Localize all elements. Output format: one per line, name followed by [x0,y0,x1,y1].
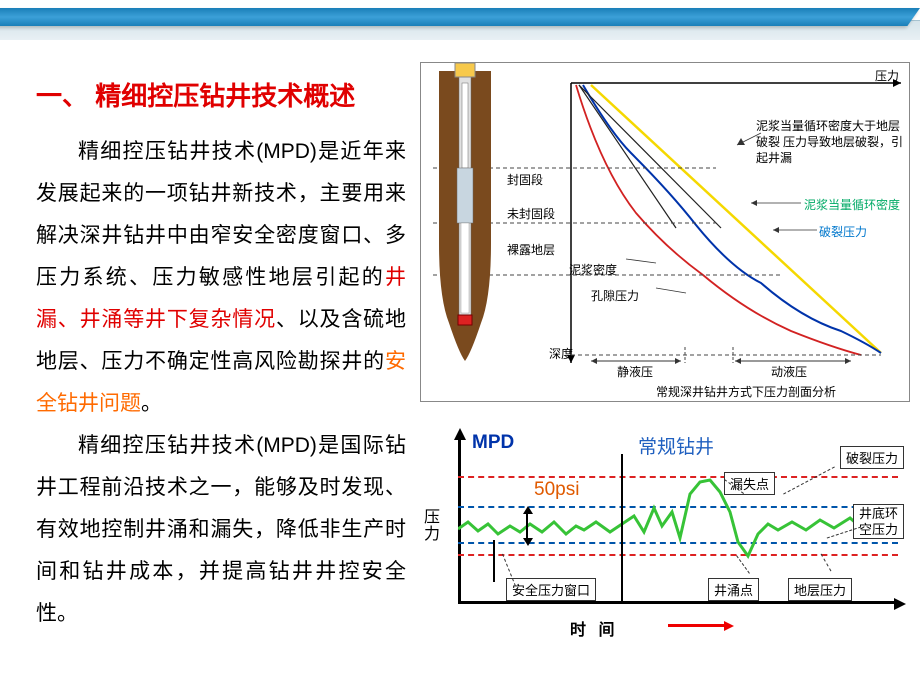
psi-label: 50psi [534,479,579,501]
d1-pore-label: 孔隙压力 [591,287,639,304]
x-axis-label: 时 间 [570,616,618,640]
d1-dynamic-label: 动液压 [771,363,807,380]
d1-x-axis-label: 压力 [875,67,899,84]
d1-y-axis-label: 深度 [549,345,573,362]
safe-window-label: 安全压力窗口 [506,578,596,601]
paragraph-1: 精细控压钻井技术(MPD)是近年来发展起来的一项钻井新技术，主要用来解决深井钻井… [36,131,406,425]
psi-range-indicator [526,514,528,538]
slide-content: 一、 精细控压钻井技术概述 精细控压钻井技术(MPD)是近年来发展起来的一项钻井… [0,56,920,690]
p1-seg5: 。 [141,392,162,415]
d1-seg-unsealed: 未封固段 [507,205,555,222]
d1-mud-label: 泥浆密度 [569,261,617,278]
mpd-comparison-chart: 压力 时 间 MPD 常规钻井 50psi 破裂压力 漏失点 井底环 空压力 安… [420,424,910,642]
d1-seg-sealed: 封固段 [507,171,543,188]
normal-drill-label: 常规钻井 [638,432,714,459]
time-arrow-icon [668,624,724,627]
p1-seg1: 精细控压钻井技术(MPD)是近年来发展起来的一项钻井新技术，主要用来解决深井钻井… [36,140,406,289]
d1-ecd-label: 泥浆当量循环密度 [804,196,900,213]
header-decoration [0,0,920,48]
formation-pressure-label: 地层压力 [788,578,852,601]
header-stripe-front [0,8,920,26]
kick-point-label: 井涌点 [708,578,759,601]
y-axis-label: 压力 [424,510,442,544]
d1-caption: 常规深井钻井方式下压力剖面分析 [591,383,901,400]
d1-note-top: 泥浆当量循环密度大于地层破裂 压力导致地层破裂，引起井漏 [756,118,906,167]
d1-seg-exposed: 裸露地层 [507,241,555,258]
d1-static-label: 静液压 [617,363,653,380]
wellbore-pressure-diagram: 压力 深度 泥浆当量循环密度大于地层破裂 压力导致地层破裂，引起井漏 封固段 未… [420,62,910,402]
text-column: 一、 精细控压钻井技术概述 精细控压钻井技术(MPD)是近年来发展起来的一项钻井… [0,56,420,690]
frac-pressure-label: 破裂压力 [840,446,904,469]
section-heading: 一、 精细控压钻井技术概述 [36,76,406,113]
paragraph-2: 精细控压钻井技术(MPD)是国际钻井工程前沿技术之一，能够及时发现、有效地控制井… [36,425,406,635]
mpd-label: MPD [472,432,514,454]
figure-column: 压力 深度 泥浆当量循环密度大于地层破裂 压力导致地层破裂，引起井漏 封固段 未… [420,56,920,690]
d1-frac-label: 破裂压力 [819,223,867,240]
annular-pressure-label: 井底环 空压力 [853,504,904,539]
